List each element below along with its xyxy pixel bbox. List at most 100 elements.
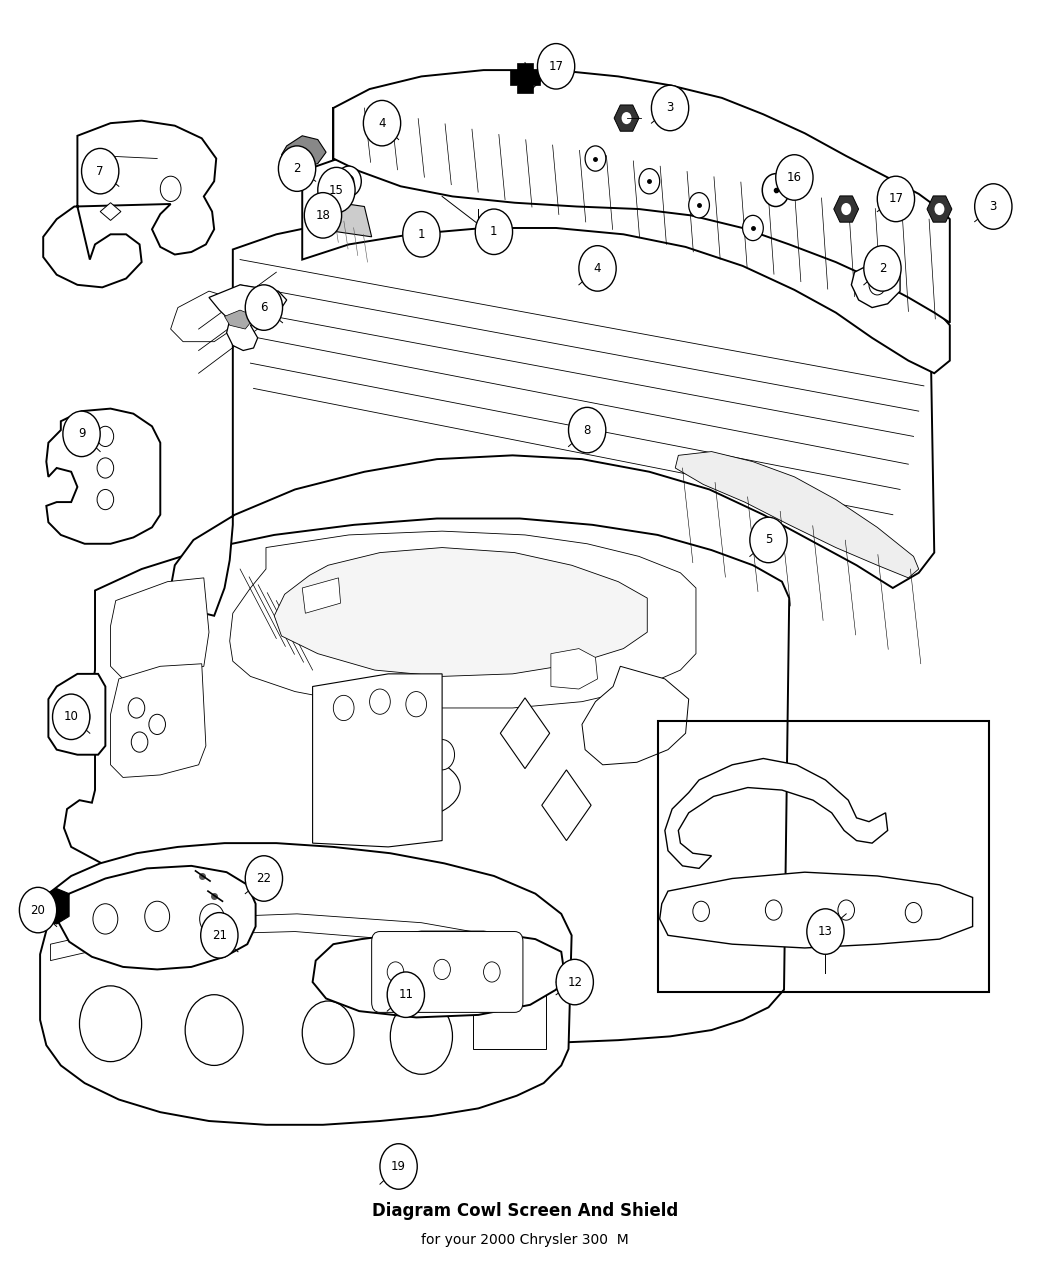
Polygon shape — [510, 63, 540, 93]
Text: 15: 15 — [329, 184, 343, 197]
Text: 4: 4 — [378, 116, 385, 130]
Polygon shape — [501, 697, 549, 769]
Polygon shape — [333, 70, 950, 323]
Polygon shape — [302, 148, 950, 373]
Polygon shape — [59, 866, 255, 969]
Polygon shape — [675, 452, 919, 578]
Polygon shape — [38, 889, 69, 925]
Circle shape — [302, 1001, 354, 1064]
Polygon shape — [209, 285, 287, 350]
Text: 19: 19 — [391, 1160, 406, 1174]
Circle shape — [185, 995, 244, 1065]
Text: 2: 2 — [293, 162, 300, 175]
Polygon shape — [171, 291, 233, 342]
Circle shape — [484, 962, 500, 982]
Circle shape — [742, 216, 763, 240]
Text: 1: 1 — [490, 225, 498, 239]
Polygon shape — [313, 931, 564, 1018]
Circle shape — [762, 174, 790, 207]
Polygon shape — [665, 759, 887, 868]
Circle shape — [82, 148, 119, 194]
Polygon shape — [313, 199, 372, 236]
Polygon shape — [225, 310, 255, 329]
Circle shape — [80, 986, 142, 1061]
Text: 3: 3 — [990, 200, 998, 213]
Circle shape — [246, 856, 282, 902]
Polygon shape — [110, 664, 206, 778]
Polygon shape — [274, 548, 647, 677]
Polygon shape — [64, 518, 790, 1043]
Circle shape — [387, 962, 404, 982]
Circle shape — [65, 701, 90, 732]
Circle shape — [864, 245, 901, 291]
Polygon shape — [50, 914, 556, 973]
Circle shape — [429, 739, 455, 770]
Text: 21: 21 — [212, 928, 227, 942]
Circle shape — [403, 212, 440, 257]
Polygon shape — [852, 259, 900, 308]
Polygon shape — [230, 531, 696, 707]
Circle shape — [201, 913, 238, 958]
Circle shape — [639, 169, 659, 194]
Polygon shape — [100, 203, 121, 221]
Circle shape — [434, 959, 450, 979]
Text: 8: 8 — [584, 424, 591, 437]
Polygon shape — [659, 872, 972, 948]
Circle shape — [161, 176, 181, 202]
Circle shape — [776, 155, 813, 200]
Polygon shape — [40, 843, 571, 1125]
Circle shape — [406, 692, 426, 716]
Polygon shape — [281, 135, 327, 169]
Circle shape — [343, 175, 354, 188]
Text: 10: 10 — [64, 710, 79, 723]
Circle shape — [97, 427, 113, 447]
Text: 22: 22 — [256, 872, 271, 885]
Circle shape — [869, 275, 885, 295]
Circle shape — [568, 407, 606, 453]
Circle shape — [905, 903, 922, 923]
Circle shape — [97, 489, 113, 510]
Polygon shape — [48, 674, 105, 755]
Circle shape — [19, 888, 57, 932]
Circle shape — [651, 86, 689, 130]
Text: 13: 13 — [818, 925, 833, 939]
Circle shape — [131, 732, 148, 752]
Text: 5: 5 — [764, 534, 772, 547]
Circle shape — [391, 999, 453, 1074]
Circle shape — [128, 697, 145, 718]
Circle shape — [246, 285, 282, 331]
Circle shape — [200, 904, 225, 933]
Text: 18: 18 — [315, 209, 331, 222]
Circle shape — [556, 959, 593, 1005]
Circle shape — [63, 411, 100, 457]
Text: 1: 1 — [418, 227, 425, 241]
Circle shape — [693, 902, 710, 922]
Polygon shape — [834, 195, 859, 222]
Text: 6: 6 — [260, 301, 268, 314]
Circle shape — [318, 167, 355, 213]
Circle shape — [806, 909, 844, 954]
Circle shape — [355, 718, 380, 748]
Circle shape — [278, 146, 316, 192]
Text: for your 2000 Chrysler 300  M: for your 2000 Chrysler 300 M — [421, 1234, 629, 1248]
Polygon shape — [474, 986, 546, 1048]
Circle shape — [93, 904, 118, 933]
Circle shape — [333, 696, 354, 720]
Circle shape — [476, 209, 512, 254]
Polygon shape — [551, 649, 597, 690]
Text: 12: 12 — [567, 976, 583, 988]
Text: Diagram Cowl Screen And Shield: Diagram Cowl Screen And Shield — [372, 1202, 678, 1220]
Circle shape — [974, 184, 1012, 230]
Text: 17: 17 — [888, 193, 903, 206]
Polygon shape — [582, 667, 689, 765]
Text: 7: 7 — [97, 165, 104, 178]
Circle shape — [380, 1144, 417, 1189]
Circle shape — [934, 203, 944, 215]
Circle shape — [387, 972, 424, 1018]
Circle shape — [878, 176, 915, 222]
Circle shape — [370, 752, 395, 783]
Circle shape — [145, 902, 170, 931]
Text: 20: 20 — [30, 904, 45, 917]
Text: 3: 3 — [667, 101, 674, 115]
Polygon shape — [43, 120, 216, 287]
